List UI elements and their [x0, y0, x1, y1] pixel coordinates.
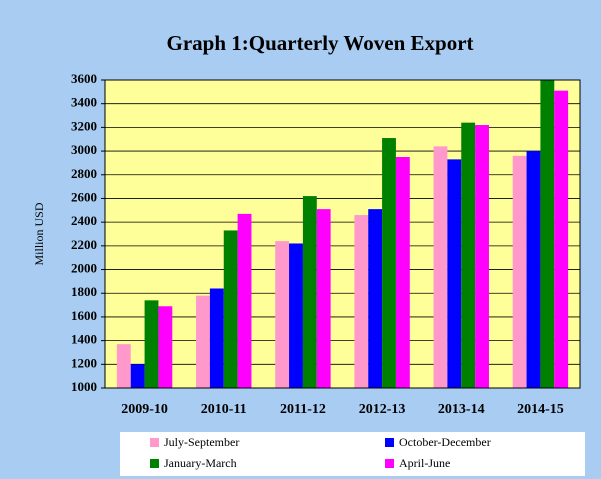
bar [447, 159, 462, 388]
bar [144, 300, 159, 388]
plot-area [105, 80, 580, 388]
y-tick-label: 1400 [71, 332, 97, 347]
bar [302, 196, 317, 388]
bar [223, 230, 238, 388]
y-tick-label: 3000 [71, 142, 97, 157]
bar [209, 288, 224, 388]
y-tick-label: 2600 [71, 189, 97, 204]
bar [512, 155, 527, 388]
bar [475, 125, 489, 388]
bar [237, 213, 252, 388]
y-tick-label: 1000 [71, 379, 97, 394]
y-tick-label: 2400 [71, 213, 97, 228]
y-tick-label: 3600 [71, 71, 97, 86]
x-tick-label: 2013-14 [438, 402, 485, 417]
bar [316, 209, 331, 388]
bar [433, 146, 448, 388]
y-tick-label: 1600 [71, 308, 97, 323]
legend-swatch [385, 459, 394, 468]
legend-label: January-March [164, 456, 237, 470]
y-tick-label: 1200 [71, 355, 97, 370]
legend-label: April-June [399, 456, 450, 470]
x-tick-label: 2012-13 [359, 402, 406, 417]
y-tick-label: 3400 [71, 95, 97, 110]
bar [554, 90, 569, 389]
bar [196, 295, 210, 388]
bar [368, 209, 383, 388]
chart-title: Graph 1:Quarterly Woven Export [166, 31, 473, 55]
y-tick-label: 2000 [71, 261, 97, 276]
bar [395, 157, 410, 388]
y-tick-label: 2200 [71, 237, 97, 252]
bar [382, 138, 396, 388]
x-tick-label: 2010-11 [201, 402, 247, 417]
bar [289, 243, 303, 388]
legend-swatch [385, 438, 394, 447]
y-tick-label: 1800 [71, 284, 97, 299]
plot-border [104, 79, 581, 389]
legend-swatch [150, 459, 159, 468]
legend-label: July-September [164, 435, 239, 449]
bar [526, 151, 541, 388]
legend-box [120, 432, 585, 476]
bar [275, 241, 290, 388]
x-tick-label: 2009-10 [121, 402, 168, 417]
y-axis-label: Million USD [32, 202, 46, 265]
bar [461, 122, 476, 389]
y-tick-label: 3200 [71, 118, 97, 133]
bar [130, 364, 145, 388]
x-tick-label: 2011-12 [280, 402, 326, 417]
bar [354, 215, 369, 388]
x-tick-label: 2014-15 [517, 402, 564, 417]
y-tick-label: 2800 [71, 166, 97, 181]
bar [540, 80, 555, 388]
legend-swatch [150, 438, 159, 447]
legend-label: October-December [399, 435, 491, 449]
bar [158, 306, 173, 388]
bar [116, 344, 131, 388]
